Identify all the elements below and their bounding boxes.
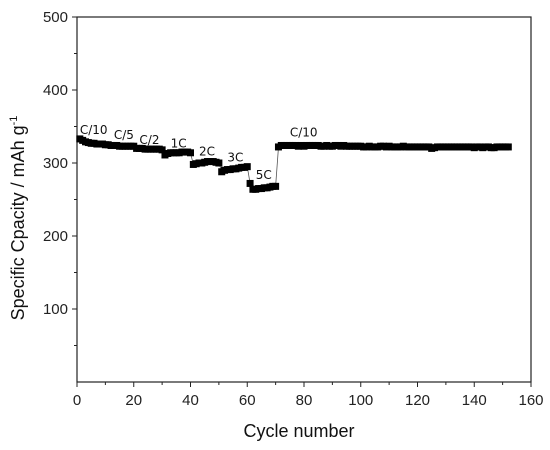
x-tick-label: 0: [73, 392, 81, 409]
x-tick-label: 60: [239, 392, 256, 409]
data-point: [246, 179, 254, 187]
x-axis-title: Cycle number: [243, 421, 354, 441]
rate-label: 3C: [227, 151, 243, 165]
x-axis: 0 20 40 60 80 100 120 140 160: [73, 382, 544, 409]
data-point: [272, 182, 280, 190]
rate-label: 1C: [171, 137, 187, 151]
x-tick-label: 100: [348, 392, 373, 409]
rate-label: C/10: [290, 126, 318, 140]
y-tick-label: 400: [43, 82, 68, 99]
data-point: [158, 146, 166, 154]
x-tick-label: 80: [296, 392, 313, 409]
rate-label: C/2: [139, 133, 159, 147]
x-tick-label: 140: [462, 392, 487, 409]
y-tick-label: 500: [43, 9, 68, 26]
x-tick-label: 120: [405, 392, 430, 409]
x-tick-label: 20: [125, 392, 142, 409]
data-point: [187, 149, 194, 157]
y-axis-title-main: Specific Cpacity / mAh g: [8, 125, 28, 320]
rate-label: 2C: [199, 145, 215, 159]
data-point: [504, 143, 512, 151]
y-tick-label: 100: [43, 301, 68, 318]
rate-label: C/10: [80, 123, 108, 137]
x-tick-label: 160: [518, 392, 543, 409]
plot-frame: [76, 16, 532, 383]
data-point: [215, 159, 223, 167]
rate-annotations: C/10 C/5 C/2 1C 2C 3C 5C C/10: [80, 123, 318, 182]
data-points: [76, 135, 512, 193]
plot-border: [76, 16, 532, 383]
y-tick-label: 300: [43, 155, 68, 172]
y-axis-title-superscript: -1: [8, 116, 20, 126]
rate-label: 5C: [256, 168, 272, 182]
data-point: [243, 163, 251, 171]
y-axis-title: Specific Cpacity / mAh g-1: [8, 116, 28, 321]
x-tick-label: 40: [182, 392, 199, 409]
y-axis: 100 200 300 400 500: [43, 9, 77, 346]
y-tick-label: 200: [43, 228, 68, 245]
rate-label: C/5: [114, 128, 134, 142]
